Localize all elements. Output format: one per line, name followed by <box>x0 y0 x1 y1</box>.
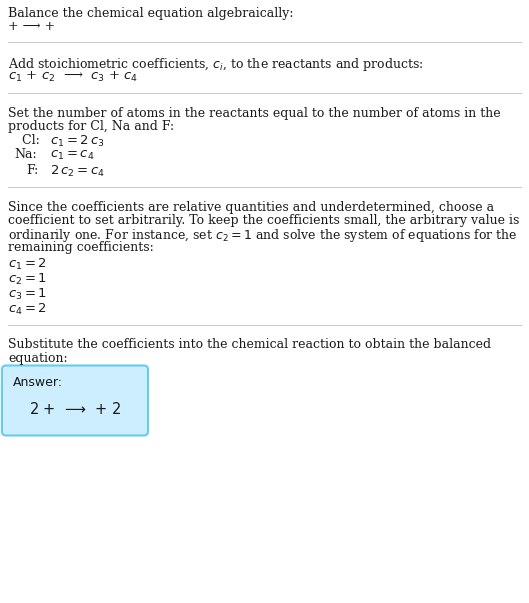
Text: F:: F: <box>26 163 38 177</box>
Text: remaining coefficients:: remaining coefficients: <box>8 241 154 254</box>
Text: $2$ +  ⟶  + $2$: $2$ + ⟶ + $2$ <box>29 402 121 417</box>
Text: $c_1$ + $c_2$  ⟶  $c_3$ + $c_4$: $c_1$ + $c_2$ ⟶ $c_3$ + $c_4$ <box>8 69 138 84</box>
Text: Balance the chemical equation algebraically:: Balance the chemical equation algebraica… <box>8 7 294 20</box>
Text: Add stoichiometric coefficients, $c_i$, to the reactants and products:: Add stoichiometric coefficients, $c_i$, … <box>8 56 424 73</box>
Text: Substitute the coefficients into the chemical reaction to obtain the balanced: Substitute the coefficients into the che… <box>8 338 491 352</box>
Text: $c_2 = 1$: $c_2 = 1$ <box>8 271 47 286</box>
Text: + ⟶ +: + ⟶ + <box>8 21 55 34</box>
Text: products for Cl, Na and F:: products for Cl, Na and F: <box>8 120 174 133</box>
Text: Since the coefficients are relative quantities and underdetermined, choose a: Since the coefficients are relative quan… <box>8 201 494 213</box>
Text: Na:: Na: <box>14 148 37 162</box>
Text: $c_4 = 2$: $c_4 = 2$ <box>8 302 47 317</box>
Text: Set the number of atoms in the reactants equal to the number of atoms in the: Set the number of atoms in the reactants… <box>8 107 500 119</box>
FancyBboxPatch shape <box>2 365 148 435</box>
Text: Answer:: Answer: <box>13 376 63 390</box>
Text: $c_3 = 1$: $c_3 = 1$ <box>8 286 47 302</box>
Text: equation:: equation: <box>8 352 68 365</box>
Text: $c_1 = 2\,c_3$: $c_1 = 2\,c_3$ <box>50 133 105 148</box>
Text: ordinarily one. For instance, set $c_2 = 1$ and solve the system of equations fo: ordinarily one. For instance, set $c_2 =… <box>8 227 518 244</box>
Text: $c_1 = c_4$: $c_1 = c_4$ <box>50 148 95 162</box>
Text: $c_1 = 2$: $c_1 = 2$ <box>8 256 47 271</box>
Text: $2\,c_2 = c_4$: $2\,c_2 = c_4$ <box>50 163 105 178</box>
Text: Cl:: Cl: <box>18 133 40 147</box>
Text: coefficient to set arbitrarily. To keep the coefficients small, the arbitrary va: coefficient to set arbitrarily. To keep … <box>8 214 519 227</box>
